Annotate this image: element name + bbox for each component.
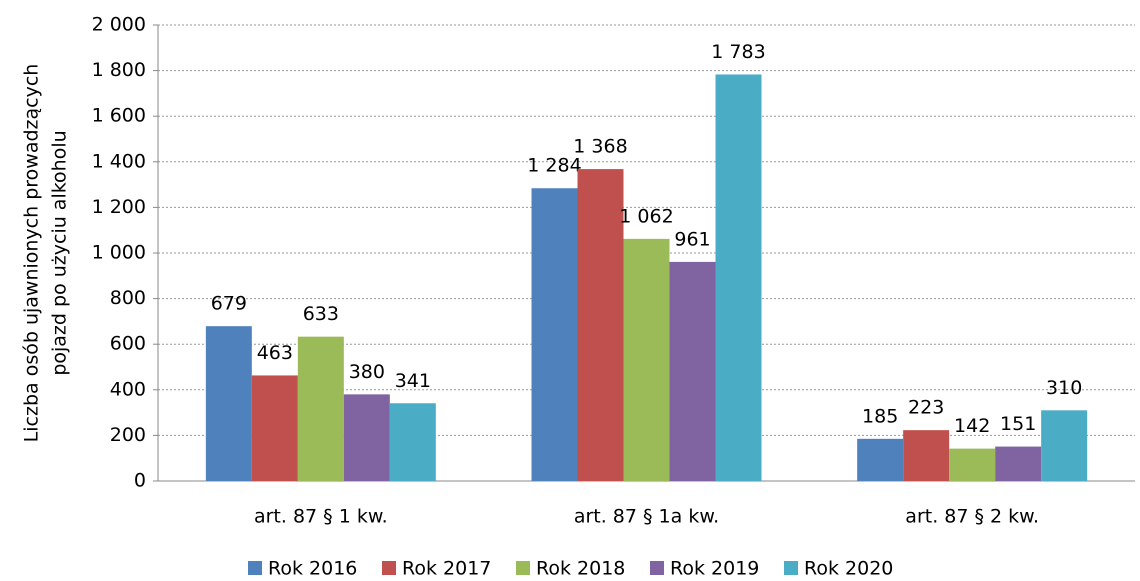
value-label: 1 368 xyxy=(573,136,627,158)
bar xyxy=(297,336,344,481)
y-tick-label: 600 xyxy=(110,333,146,355)
x-tick-label: art. 87 § 1 kw. xyxy=(254,506,388,528)
legend-swatch xyxy=(516,561,530,575)
y-tick-label: 200 xyxy=(110,424,146,446)
value-label: 151 xyxy=(1000,413,1036,435)
bar xyxy=(903,430,950,481)
bar xyxy=(343,394,390,481)
bar xyxy=(995,446,1042,481)
bar xyxy=(205,326,252,481)
bar xyxy=(531,188,578,482)
legend-label: Rok 2016 xyxy=(268,558,357,580)
bar xyxy=(715,74,762,481)
y-tick-label: 1 400 xyxy=(92,150,146,172)
y-tick-label: 400 xyxy=(110,378,146,400)
legend-swatch xyxy=(650,561,664,575)
value-label: 1 783 xyxy=(711,41,765,63)
value-label: 1 062 xyxy=(619,205,673,227)
legend-label: Rok 2018 xyxy=(536,558,625,580)
value-label: 1 284 xyxy=(527,155,581,177)
bar xyxy=(1041,410,1088,481)
legend-swatch xyxy=(784,561,798,575)
y-axis-title-line: pojazd po użyciu alkoholu xyxy=(49,130,71,375)
y-tick-label: 1 200 xyxy=(92,196,146,218)
value-label: 341 xyxy=(395,370,431,392)
value-label: 142 xyxy=(954,415,990,437)
y-axis-title: Liczba osób ujawnionych prowadzących poj… xyxy=(21,64,71,443)
y-tick-label: 1 600 xyxy=(92,105,146,127)
y-tick-label: 0 xyxy=(134,470,146,492)
value-label: 633 xyxy=(303,303,339,325)
value-label: 380 xyxy=(349,361,385,383)
value-label: 961 xyxy=(674,228,710,250)
legend-swatch xyxy=(248,561,262,575)
y-tick-label: 1 800 xyxy=(92,59,146,81)
legend-label: Rok 2019 xyxy=(670,558,759,580)
y-tick-label: 2 000 xyxy=(92,14,146,36)
value-label: 185 xyxy=(862,405,898,427)
y-axis-title-line: Liczba osób ujawnionych prowadzących xyxy=(21,64,43,443)
bar xyxy=(623,238,670,481)
bar xyxy=(251,375,298,481)
value-label: 310 xyxy=(1046,377,1082,399)
bar xyxy=(949,448,996,481)
bar xyxy=(389,403,436,481)
value-label: 223 xyxy=(908,397,944,419)
x-tick-label: art. 87 § 2 kw. xyxy=(905,506,1039,528)
value-label: 463 xyxy=(257,342,293,364)
value-label: 679 xyxy=(211,293,247,315)
legend-label: Rok 2017 xyxy=(402,558,491,580)
legend-swatch xyxy=(382,561,396,575)
bar xyxy=(577,169,624,481)
bar xyxy=(857,438,904,481)
bar xyxy=(669,261,716,481)
y-tick-label: 1 000 xyxy=(92,242,146,264)
legend-label: Rok 2020 xyxy=(804,558,893,580)
y-tick-label: 800 xyxy=(110,287,146,309)
x-tick-label: art. 87 § 1a kw. xyxy=(574,506,719,528)
